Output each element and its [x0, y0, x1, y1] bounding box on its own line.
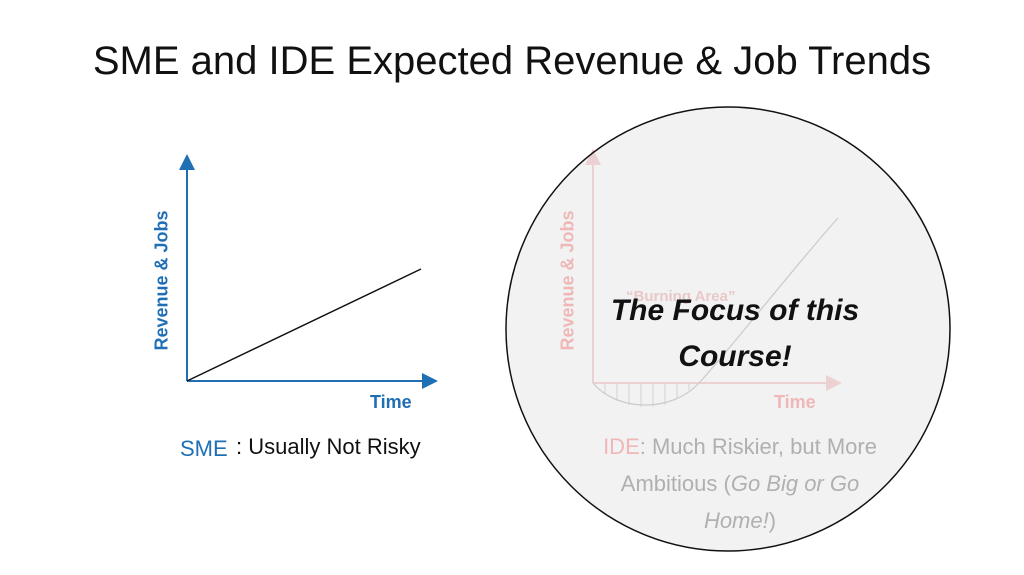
- burning-area-label: “Burning Area”: [626, 288, 736, 305]
- ide-description: : Much Riskier, but More Ambitious (: [620, 434, 877, 496]
- sme-description: : Usually Not Risky: [236, 434, 421, 459]
- callout: The Focus of this Course!: [610, 294, 860, 373]
- ide-closing: ): [768, 508, 777, 533]
- y-axis-label: Revenue & Jobs: [557, 210, 578, 351]
- sme-diagram: [179, 154, 438, 389]
- x-axis-label: Time: [774, 392, 816, 412]
- ide-emphasis: Go Big or Go Home!: [703, 471, 860, 533]
- x-axis-label: Time: [370, 392, 412, 412]
- trend-line: [186, 268, 422, 382]
- sme-name: SME: [180, 436, 228, 461]
- title: SME and IDE Expected Revenue & Job Trend…: [92, 39, 932, 83]
- focus-circle: [505, 106, 951, 552]
- y-axis-label: Revenue & Jobs: [151, 210, 172, 351]
- ide-caption: IDE: Much Riskier, but More Ambitious (G…: [588, 428, 892, 539]
- ide-name: IDE: [603, 434, 640, 459]
